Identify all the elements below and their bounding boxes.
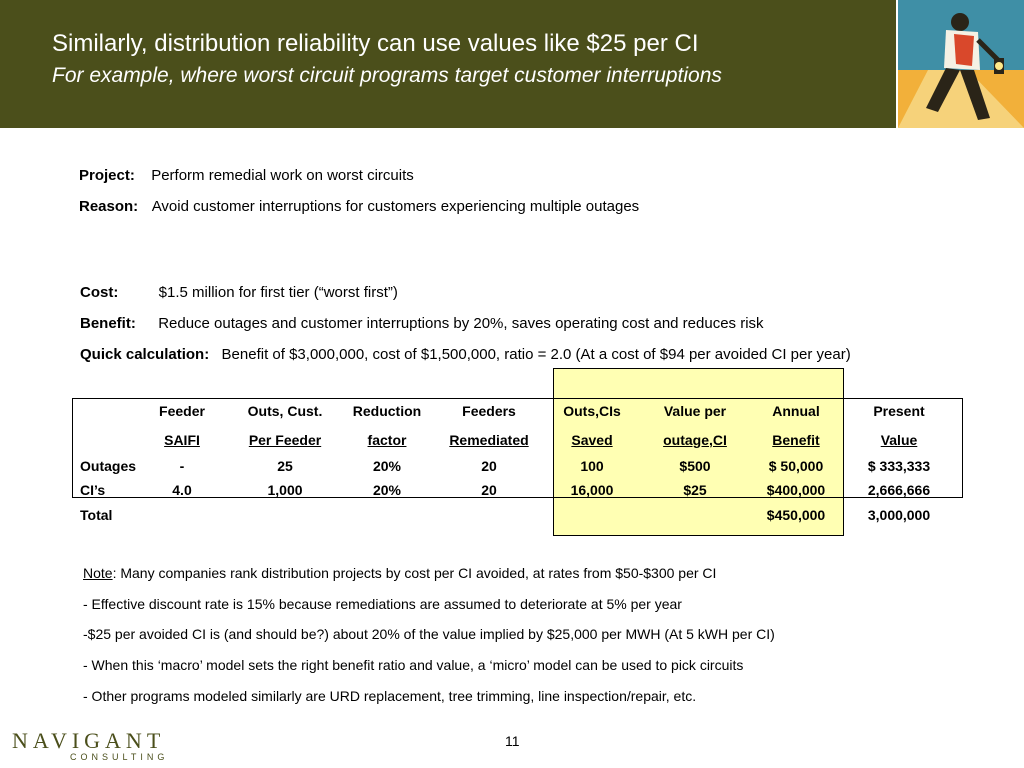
note-text: : Many companies rank distribution proje… <box>112 565 717 581</box>
total-annual: $450,000 <box>766 507 826 523</box>
quick-calc-line: Quick calculation: Benefit of $3,000,000… <box>80 346 851 363</box>
row-label-outages: Outages <box>80 458 137 474</box>
col-header: Feeders <box>462 403 516 419</box>
table-cell: 25 <box>277 458 293 474</box>
page-number: 11 <box>505 733 520 749</box>
project-label: Project: <box>79 167 135 184</box>
reason-label: Reason: <box>79 198 139 215</box>
table-cell: 2,666,666 <box>867 482 931 498</box>
col-header: Benefit <box>772 432 820 448</box>
cost-label: Cost: <box>80 284 119 301</box>
col-header: Outs, Cust. <box>247 403 323 419</box>
table-cell: $500 <box>679 458 711 474</box>
col-header: Remediated <box>449 432 529 448</box>
walking-man-lantern-illustration <box>898 0 1024 128</box>
col-header: factor <box>367 432 407 448</box>
table-cell: 20% <box>372 458 402 474</box>
table-cell: 100 <box>580 458 604 474</box>
table-border <box>72 398 963 498</box>
navigant-logo: NAVIGANT CONSULTING <box>12 728 172 762</box>
table-cell: 20 <box>481 458 497 474</box>
note-line: - When this ‘macro’ model sets the right… <box>83 657 744 673</box>
project-line: Project: Perform remedial work on worst … <box>79 167 414 184</box>
table-cell: 16,000 <box>570 482 614 498</box>
slide-title: Similarly, distribution reliability can … <box>52 30 699 57</box>
cost-text: $1.5 million for first tier (“worst firs… <box>158 284 398 301</box>
title-banner: Similarly, distribution reliability can … <box>0 0 896 128</box>
logo-wordmark: NAVIGANT <box>12 728 166 753</box>
col-header: Annual <box>772 403 820 419</box>
table-cell: $25 <box>683 482 707 498</box>
note-line: -$25 per avoided CI is (and should be?) … <box>83 626 775 642</box>
note-line: - Other programs modeled similarly are U… <box>83 688 697 704</box>
col-header: Outs,CIs <box>563 403 621 419</box>
col-header: Value <box>880 432 918 448</box>
table-cell: $ 333,333 <box>867 458 931 474</box>
table-cell: - <box>179 458 185 474</box>
table-cell: 4.0 <box>172 482 192 498</box>
benefit-label: Benefit: <box>80 315 136 332</box>
note-line: Note: Many companies rank distribution p… <box>83 565 716 581</box>
col-header: outage,CI <box>663 432 727 448</box>
benefit-text: Reduce outages and customer interruption… <box>158 315 764 332</box>
table-cell: $400,000 <box>766 482 826 498</box>
reason-line: Reason: Avoid customer interruptions for… <box>79 198 639 215</box>
col-header: Per Feeder <box>248 432 322 448</box>
note-line: - Effective discount rate is 15% because… <box>83 596 682 612</box>
benefit-line: Benefit: Reduce outages and customer int… <box>80 315 764 332</box>
row-label-cis: CI’s <box>80 482 106 498</box>
table-cell: 1,000 <box>267 482 303 498</box>
col-header: Value per <box>663 403 727 419</box>
project-text: Perform remedial work on worst circuits <box>151 167 414 184</box>
col-header: SAIFI <box>164 432 200 448</box>
quick-calc-text: Benefit of $3,000,000, cost of $1,500,00… <box>221 346 851 363</box>
note-label: Note <box>83 565 113 581</box>
col-header: Feeder <box>159 403 205 419</box>
table-cell: 20 <box>481 482 497 498</box>
highlight-box <box>553 368 844 536</box>
slide-subtitle: For example, where worst circuit program… <box>52 64 722 87</box>
table-cell: $ 50,000 <box>768 458 824 474</box>
col-header: Reduction <box>352 403 422 419</box>
cost-line: Cost: $1.5 million for first tier (“wors… <box>80 284 398 301</box>
table-cell: 20% <box>372 482 402 498</box>
total-present: 3,000,000 <box>867 507 931 523</box>
quick-calc-label: Quick calculation: <box>80 346 210 363</box>
row-label-total: Total <box>80 507 113 523</box>
col-header: Saved <box>571 432 613 448</box>
logo-subtitle: CONSULTING <box>70 752 169 762</box>
reason-text: Avoid customer interruptions for custome… <box>151 198 640 215</box>
col-header: Present <box>873 403 925 419</box>
